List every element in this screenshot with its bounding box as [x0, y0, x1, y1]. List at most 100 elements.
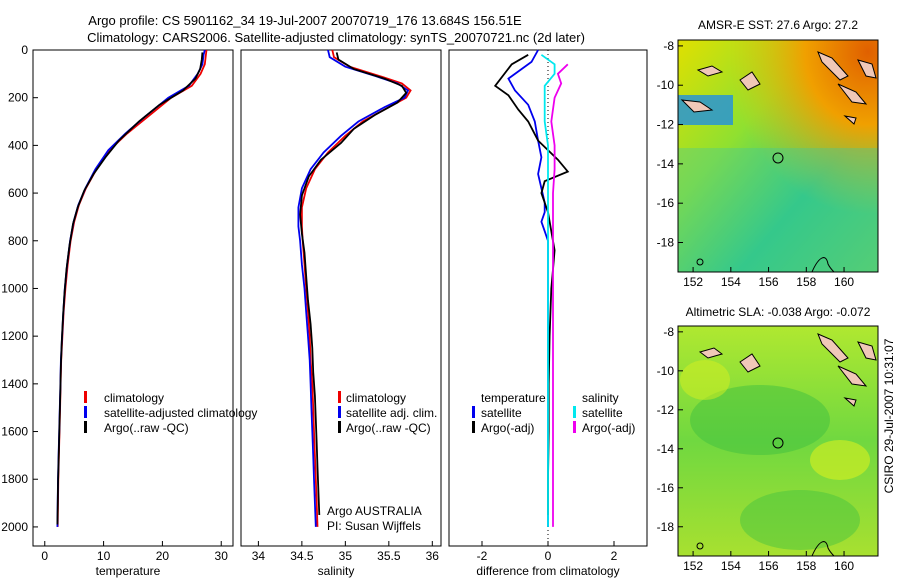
legend-swatch-argo [84, 421, 87, 433]
sst-map-yticks: -8 -10 -12 -14 -16 -18 [657, 39, 683, 250]
depth-tick-label: 2000 [1, 520, 28, 534]
depth-tick-label: 400 [8, 138, 28, 152]
sla-map-title: Altimetric SLA: -0.038 Argo: -0.072 [686, 305, 871, 319]
argo-annotation-line1: Argo AUSTRALIA [327, 504, 422, 518]
x-tick-label: -2 [477, 549, 488, 563]
difference-legend: temperature satellite Argo(-adj) salinit… [472, 391, 635, 435]
sst-map-title: AMSR-E SST: 27.6 Argo: 27.2 [698, 18, 858, 32]
series-line-black [56, 52, 204, 525]
map-x-tick-label: 160 [834, 559, 854, 573]
map-x-tick-label: 158 [796, 559, 816, 573]
salinity-axes [240, 49, 442, 547]
figure-title-line2: Climatology: CARS2006. Satellite-adjuste… [87, 30, 585, 45]
map-y-tick-label: -10 [657, 364, 675, 378]
salinity-lines [297, 49, 412, 527]
series-line-black [493, 54, 570, 515]
legend-label-sal-satellite: satellite [582, 406, 623, 420]
legend-label-temp-satellite: satellite [481, 406, 522, 420]
island-shape [857, 341, 877, 361]
island-shape [843, 115, 857, 125]
map-x-tick-label: 156 [759, 275, 779, 289]
map-x-tick-label: 156 [759, 559, 779, 573]
x-tick-label: 20 [156, 549, 170, 563]
legend-label-argo: Argo(..raw -QC) [104, 421, 189, 435]
salinity-legend: climatology satellite adj. clim. Argo(..… [338, 391, 437, 435]
temperature-legend: climatology satellite-adjusted climatolo… [84, 391, 257, 435]
map-y-tick-label: -14 [657, 157, 675, 171]
depth-tick-label: 600 [8, 186, 28, 200]
x-tick-label: 34.5 [290, 549, 314, 563]
island-shape [837, 83, 868, 105]
series-line-red [300, 49, 412, 527]
map-y-tick-label: -16 [657, 196, 675, 210]
map-y-tick-label: -8 [663, 39, 674, 53]
depth-tick-label: 1800 [1, 472, 28, 486]
depth-tick-label: 1600 [1, 425, 28, 439]
map-x-tick-label: 160 [834, 275, 854, 289]
temperature-depth-ticks: 0 200 400 600 800 1000 1200 1400 1600 1800 2000 [1, 43, 38, 534]
legend-swatch-argo [338, 421, 341, 433]
temperature-lines [56, 49, 208, 527]
legend-label-climatology: climatology [346, 391, 406, 405]
x-tick-label: 0 [545, 549, 552, 563]
legend-label-climatology: climatology [104, 391, 164, 405]
depth-tick-label: 200 [8, 91, 28, 105]
island-shape [817, 51, 849, 81]
map-y-tick-label: -8 [663, 325, 674, 339]
x-tick-label: 34 [252, 549, 266, 563]
sla-low-patch [740, 490, 860, 550]
x-tick-label: 30 [215, 549, 229, 563]
temperature-xlabel: temperature [96, 564, 161, 578]
legend-label-sal-argo: Argo(-adj) [582, 421, 635, 435]
legend-swatch-climatology [84, 391, 87, 403]
island-shape [857, 59, 877, 79]
x-tick-label: 10 [97, 549, 111, 563]
timestamp-stamp: CSIRO 29-Jul-2007 10:31:07 [882, 338, 896, 493]
series-line-cyan [540, 54, 556, 527]
map-y-tick-label: -16 [657, 481, 675, 495]
sla-high-patch [810, 440, 870, 480]
map-x-tick-label: 152 [683, 559, 703, 573]
legend-swatch-satellite [84, 406, 87, 418]
legend-swatch-sal-argo [573, 421, 576, 433]
legend-label-argo: Argo(..raw -QC) [346, 421, 431, 435]
map-y-tick-label: -12 [657, 403, 675, 417]
legend-label-satellite: satellite-adjusted climatology [104, 406, 257, 420]
sst-field [678, 40, 878, 272]
float-location-marker [772, 437, 784, 449]
depth-tick-label: 800 [8, 234, 28, 248]
map-x-tick-label: 154 [721, 275, 741, 289]
sla-map-panel: Altimetric SLA: -0.038 Argo: -0.072 -8 -1… [657, 305, 879, 573]
depth-tick-label: 1400 [1, 377, 28, 391]
float-location-marker [772, 152, 784, 164]
island-shape [680, 99, 714, 113]
sla-high-patch [680, 360, 730, 400]
temperature-axes [32, 49, 234, 547]
difference-lines [493, 49, 570, 527]
coast-contour [811, 257, 835, 273]
sst-islands [680, 51, 877, 125]
temperature-panel: 0 200 400 600 800 1000 1200 1400 1600 1800 2000 0 1… [1, 43, 257, 578]
map-y-tick-label: -14 [657, 442, 675, 456]
sla-map-yticks: -8 -10 -12 -14 -16 -18 [657, 325, 683, 534]
island-shape [698, 347, 724, 359]
sla-map-axes [677, 325, 879, 557]
island-shape [837, 365, 868, 387]
series-line-magenta [550, 63, 569, 527]
sst-map-panel: AMSR-E SST: 27.6 Argo: 27.2 -8-10-12-14-… [657, 18, 879, 289]
sst-map-xticks: 152 154 156 158 160 [683, 267, 854, 289]
legend-swatch-sal-satellite [573, 406, 576, 418]
x-tick-label: 36 [426, 549, 440, 563]
sst-map-axes [677, 39, 879, 273]
map-x-tick-label: 152 [683, 275, 703, 289]
legend-swatch-temp-satellite [472, 406, 475, 418]
legend-swatch-climatology [338, 391, 341, 403]
series-line-black [299, 52, 408, 516]
map-y-tick-label: -18 [657, 236, 675, 250]
small-island-marker [696, 542, 704, 550]
salinity-x-ticks: 34 34.5 35 35.5 36 [252, 541, 440, 563]
legend-label-satellite: satellite adj. clim. [346, 406, 437, 420]
sla-low-patch [690, 385, 830, 455]
salinity-panel: 34 34.5 35 35.5 36 salinity climatology sate… [240, 49, 442, 578]
legend-heading-temperature: temperature [481, 391, 546, 405]
